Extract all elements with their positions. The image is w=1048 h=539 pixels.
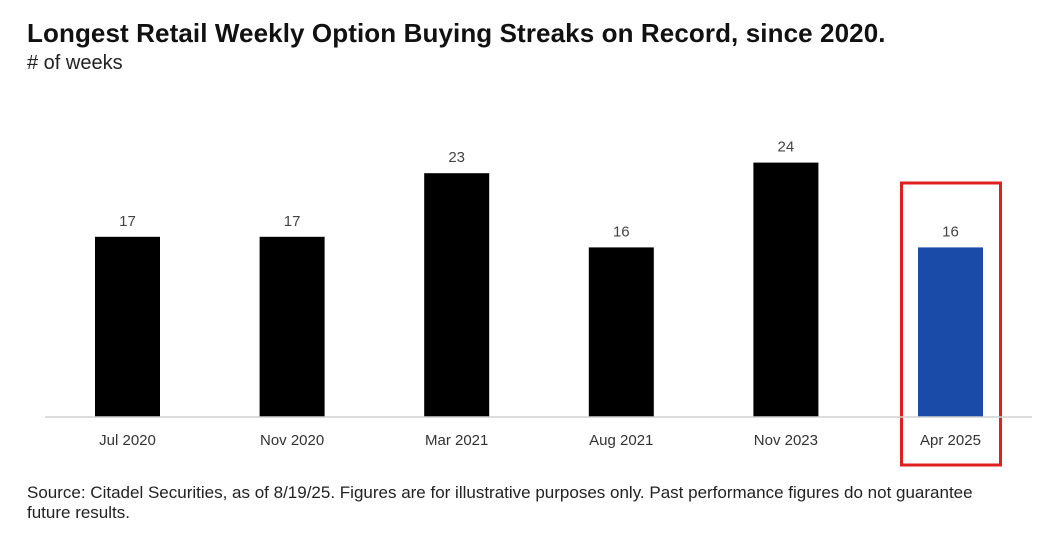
bar-mar-2021	[424, 173, 490, 417]
bar-jul-2020	[95, 236, 160, 417]
data-label: 17	[119, 213, 136, 230]
bar-aug-2021	[588, 247, 654, 417]
chart-title: Longest Retail Weekly Option Buying Stre…	[27, 18, 886, 48]
bar-nov-2023	[753, 162, 819, 417]
x-tick-label: Nov 2020	[260, 432, 324, 449]
data-label: 23	[448, 149, 465, 166]
x-tick-label: Apr 2025	[920, 432, 981, 449]
bar-nov-2020	[259, 236, 325, 417]
data-label: 24	[778, 139, 795, 156]
x-tick-label: Jul 2020	[99, 432, 156, 449]
data-label: 16	[613, 223, 630, 240]
x-tick-label: Nov 2023	[754, 432, 818, 449]
highlight-box	[900, 181, 1002, 467]
data-label: 17	[284, 213, 301, 230]
bar-chart: 17 Jul 2020 17 Nov 2020 23 Mar 2021 16 Aug 2021…	[45, 139, 1032, 467]
chart-subtitle: # of weeks	[27, 52, 123, 74]
x-tick-label: Mar 2021	[425, 432, 488, 449]
data-label: 16	[942, 223, 959, 240]
source-note: Source: Citadel Securities, as of 8/19/2…	[27, 483, 973, 522]
x-tick-label: Aug 2021	[589, 432, 653, 449]
bar-apr-2025	[918, 247, 983, 417]
